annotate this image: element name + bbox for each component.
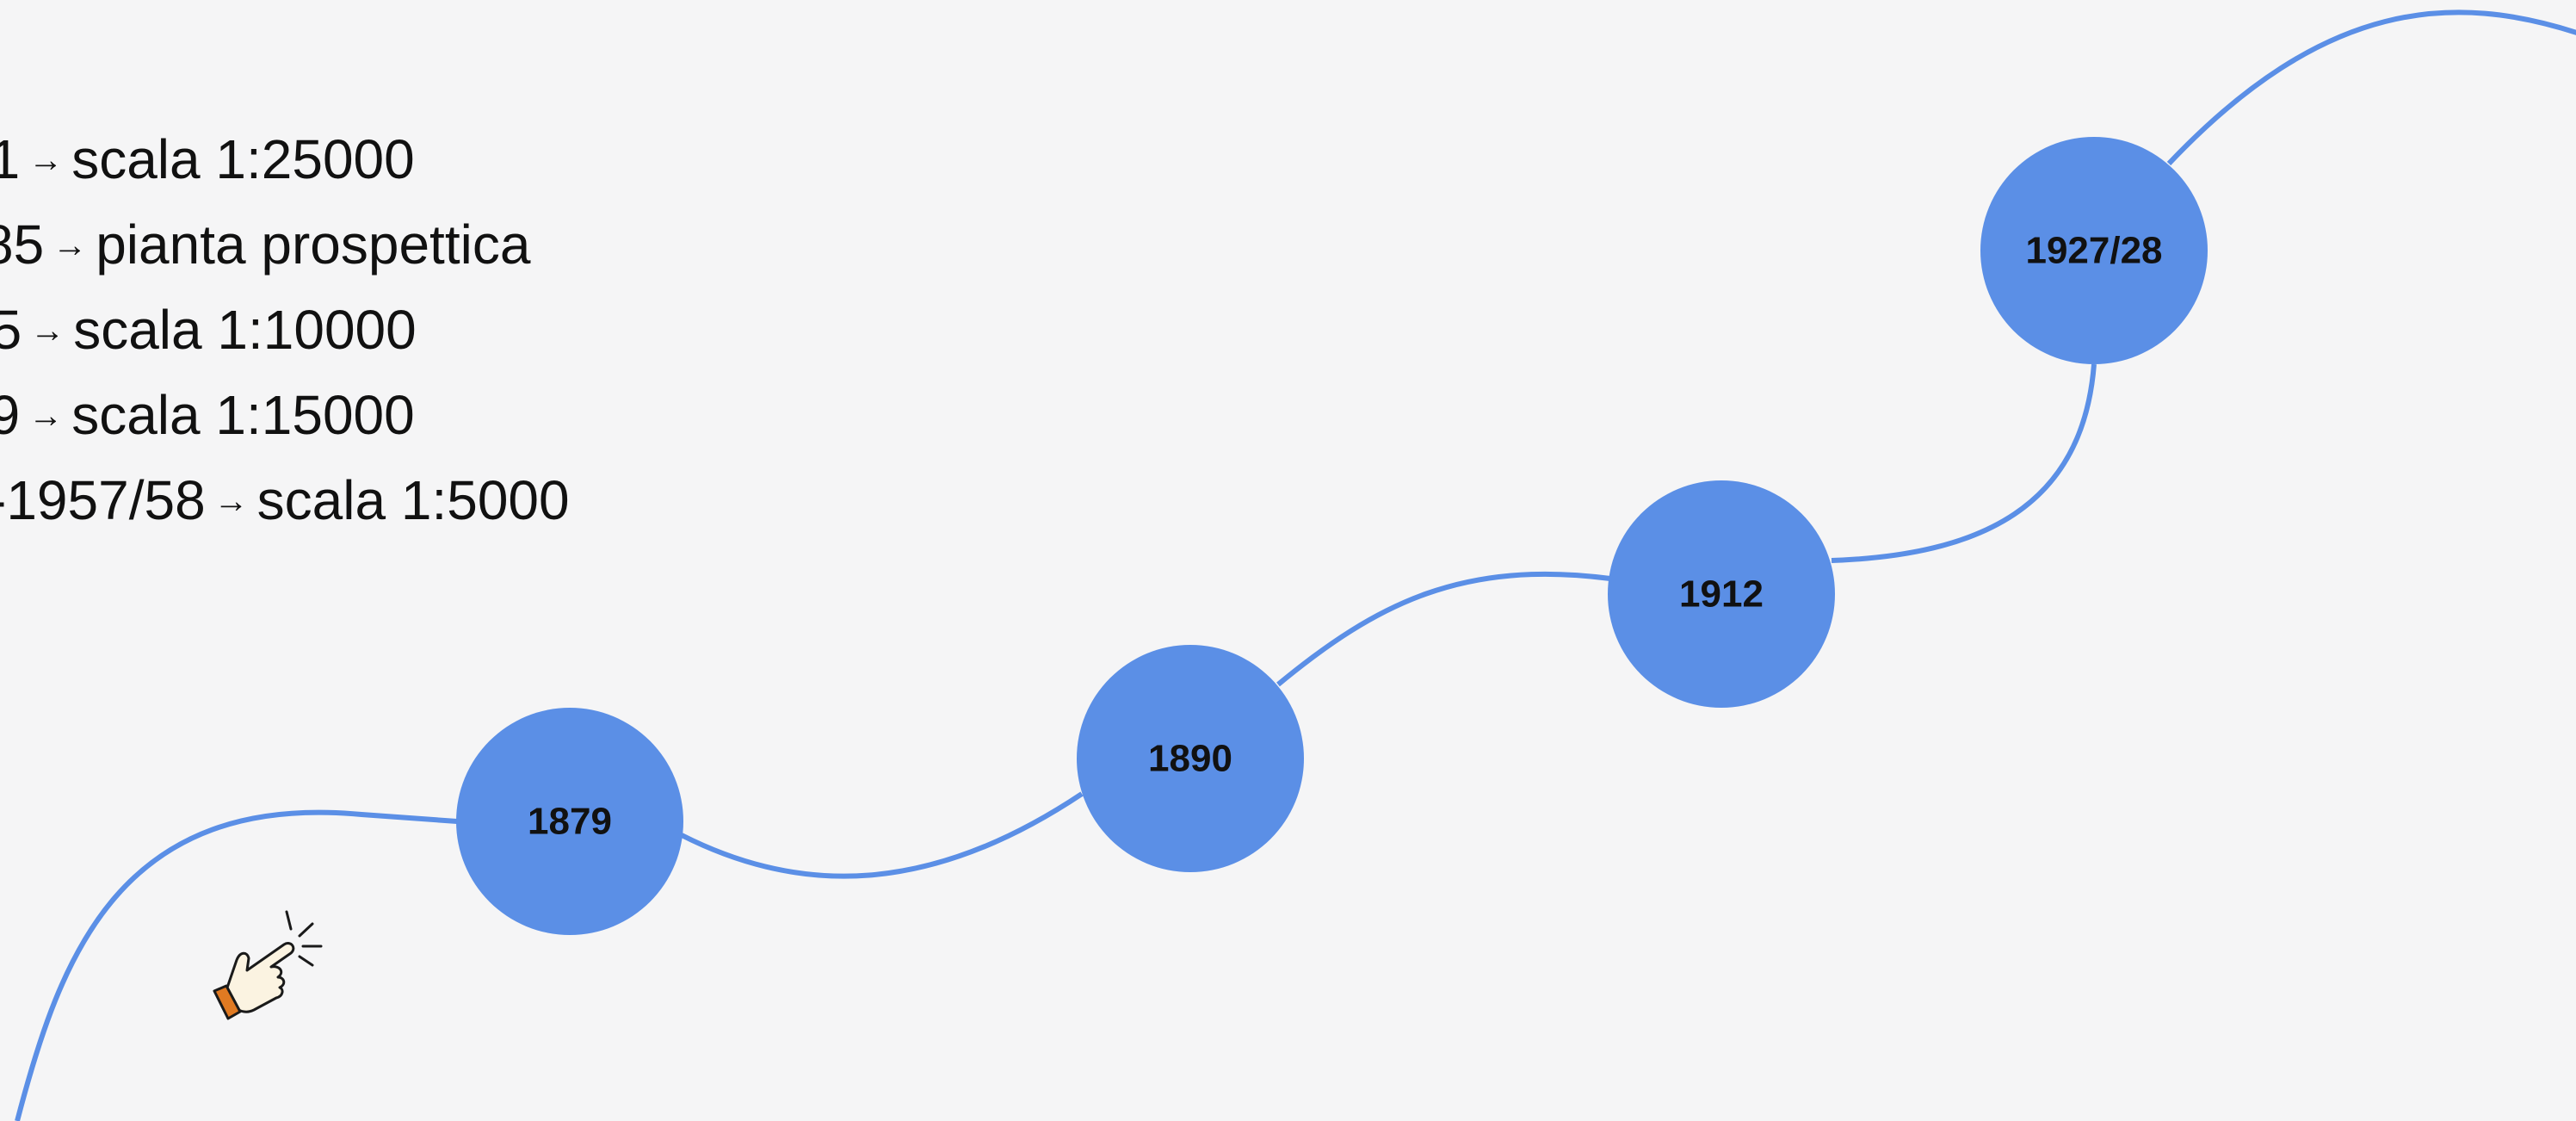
timeline-node: 1912 — [1608, 480, 1835, 708]
legend-description: pianta prospettica — [96, 214, 531, 276]
node-year: 1927/28 — [2025, 230, 2162, 272]
legend-item: 05→scala 1:10000 — [0, 291, 570, 376]
node-year: 1879 — [528, 801, 612, 843]
timeline-connector — [15, 809, 458, 1121]
arrow-icon: → — [30, 312, 65, 350]
legend-description: scala 1:25000 — [71, 128, 415, 190]
timeline-node: 1879 — [456, 708, 683, 935]
node-year: 1890 — [1148, 738, 1232, 780]
node-circle — [1980, 137, 2208, 364]
legend-item: 81→scala 1:25000 — [0, 121, 570, 206]
arrow-icon: → — [28, 141, 64, 179]
legend-year: 85 — [0, 214, 45, 276]
legend-item: -1957/58 → scala 1:5000 — [0, 461, 570, 547]
legend-item: 85→pianta prospettica — [0, 206, 570, 291]
pointing-hand-icon — [213, 910, 323, 1020]
legend-year: 19 — [0, 384, 21, 446]
timeline-connector — [1276, 571, 1611, 687]
legend-year: 81 — [0, 128, 21, 190]
legend-year: -1957/58 — [0, 469, 206, 531]
map-scale-legend: 81→scala 1:25000 85→pianta prospettica 0… — [0, 121, 570, 547]
timeline-connector — [2166, 9, 2576, 166]
node-circle — [1077, 645, 1304, 872]
timeline-node: 1890 — [1077, 645, 1304, 872]
arrow-icon: → — [28, 397, 64, 435]
node-circle — [1608, 480, 1835, 708]
arrow-icon: → — [213, 482, 249, 520]
arrow-icon: → — [53, 226, 88, 264]
timeline-connector — [1831, 363, 2097, 563]
legend-description: scala 1:10000 — [73, 299, 417, 361]
legend-year: 05 — [0, 299, 22, 361]
timeline-node: 1927/28 — [1980, 137, 2208, 364]
legend-description: scala 1:5000 — [256, 469, 570, 531]
node-circle — [456, 708, 683, 935]
legend-description: scala 1:15000 — [71, 384, 415, 446]
timeline-connector — [680, 791, 1084, 879]
legend-item: 19→scala 1:15000 — [0, 376, 570, 461]
node-year: 1912 — [1679, 573, 1764, 616]
